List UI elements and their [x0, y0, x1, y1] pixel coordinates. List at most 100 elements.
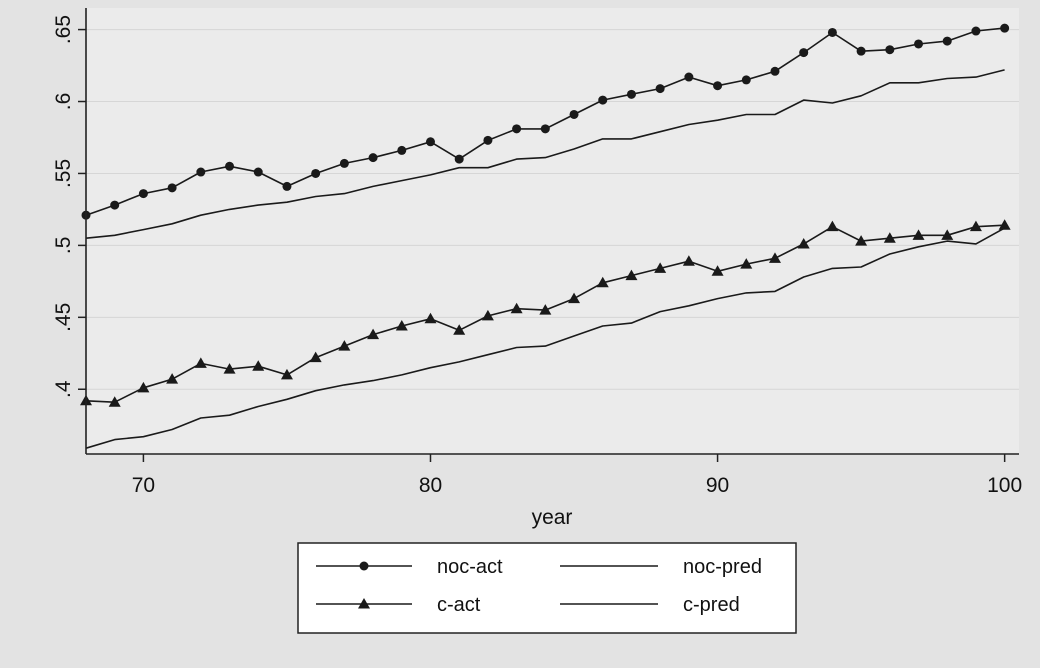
data-point-c-act	[711, 265, 724, 276]
data-point-noc-act	[655, 84, 665, 94]
data-point-c-act	[539, 304, 552, 315]
data-point-c-act	[137, 381, 150, 393]
data-point-noc-act	[540, 124, 550, 134]
data-point-c-act	[481, 309, 494, 321]
axes	[85, 8, 1019, 455]
x-axis-label: year	[532, 506, 573, 529]
data-point-c-act	[424, 312, 437, 324]
data-point-c-act	[367, 328, 380, 340]
legend-box	[297, 542, 797, 634]
legend-entries: noc-act noc-pred c-act c-pred	[316, 556, 762, 616]
gridlines	[86, 29, 1019, 390]
data-point-noc-act	[225, 161, 235, 171]
data-point-noc-act	[368, 153, 378, 163]
series-line-c-pred	[85, 227, 1005, 449]
y-tick-label: .4	[52, 380, 75, 398]
data-point-noc-act	[713, 81, 723, 91]
x-ticks: 70 80 90 100	[132, 454, 1022, 497]
plot-area	[86, 8, 1019, 454]
data-point-c-act	[194, 357, 207, 368]
data-point-c-act	[941, 229, 954, 240]
data-point-noc-act	[454, 154, 464, 164]
series-line-noc-pred	[85, 69, 1005, 239]
x-tick-label: 100	[987, 474, 1022, 497]
data-point-noc-act	[339, 158, 349, 168]
data-point-c-act	[338, 340, 351, 351]
x-tick-label: 80	[419, 474, 442, 497]
data-point-noc-act	[359, 561, 369, 571]
data-point-c-act	[654, 262, 667, 273]
data-point-c-act	[768, 252, 781, 263]
data-point-c-act	[252, 360, 265, 371]
data-point-noc-act	[569, 109, 579, 119]
series-c-act	[80, 219, 1011, 407]
data-point-c-act	[223, 363, 236, 374]
data-point-noc-act	[425, 137, 435, 147]
data-point-c-act	[309, 351, 322, 363]
legend-label: c-act	[437, 594, 481, 616]
y-tick-label: .6	[52, 93, 75, 111]
data-point-noc-act	[770, 66, 780, 76]
data-point-noc-act	[110, 200, 120, 210]
data-point-c-act	[682, 255, 695, 266]
legend-item-c-act: c-act	[316, 594, 481, 616]
legend: noc-act noc-pred c-act c-pred	[297, 542, 797, 634]
data-point-c-act	[912, 229, 925, 240]
data-point-noc-act	[598, 95, 608, 105]
data-point-noc-act	[253, 167, 263, 177]
data-point-noc-act	[196, 167, 206, 177]
legend-item-noc-act: noc-act	[316, 556, 503, 578]
legend-label: c-pred	[683, 594, 740, 616]
data-point-c-act	[280, 368, 293, 380]
data-point-noc-act	[311, 168, 321, 178]
data-point-noc-act	[942, 36, 952, 46]
data-point-c-act	[969, 220, 982, 232]
legend-label: noc-pred	[683, 556, 762, 578]
data-point-c-act	[998, 219, 1011, 230]
data-point-noc-act	[799, 48, 809, 58]
data-point-c-act	[883, 232, 896, 243]
y-ticks: .4 .45 .5 .55 .6 .65	[52, 15, 86, 398]
data-point-c-act	[568, 292, 581, 304]
data-point-noc-act	[512, 124, 522, 134]
data-point-c-act	[453, 324, 466, 335]
series-c-pred	[85, 227, 1005, 449]
data-point-noc-act	[914, 39, 924, 49]
data-point-c-act	[358, 598, 370, 609]
series-noc-pred	[85, 69, 1005, 239]
data-point-noc-act	[626, 89, 636, 99]
data-point-noc-act	[827, 27, 837, 37]
y-tick-label: .5	[52, 237, 75, 255]
x-tick-label: 90	[706, 474, 729, 497]
legend-label: noc-act	[437, 556, 503, 578]
legend-item-c-pred: c-pred	[560, 594, 740, 616]
data-point-noc-act	[741, 75, 751, 85]
data-point-c-act	[855, 235, 868, 246]
data-point-c-act	[510, 302, 523, 314]
y-tick-label: .65	[52, 15, 75, 44]
x-tick-label: 70	[132, 474, 155, 497]
data-point-noc-act	[138, 189, 148, 199]
data-point-noc-act	[684, 72, 694, 82]
data-point-c-act	[166, 373, 179, 384]
data-point-c-act	[797, 237, 810, 249]
data-point-c-act	[826, 220, 839, 232]
series-noc-act	[81, 23, 1010, 220]
data-point-c-act	[625, 269, 638, 281]
data-point-noc-act	[282, 181, 292, 191]
data-point-c-act	[740, 258, 753, 269]
legend-item-noc-pred: noc-pred	[560, 556, 762, 578]
data-point-c-act	[395, 319, 408, 331]
data-point-noc-act	[885, 45, 895, 55]
data-point-noc-act	[483, 135, 493, 145]
data-point-c-act	[596, 276, 609, 288]
series-layer	[80, 23, 1011, 449]
y-tick-label: .55	[52, 159, 75, 188]
data-point-noc-act	[1000, 23, 1010, 33]
data-point-noc-act	[856, 46, 866, 56]
data-point-c-act	[108, 396, 121, 407]
data-point-noc-act	[167, 183, 177, 193]
data-point-noc-act	[971, 26, 981, 36]
